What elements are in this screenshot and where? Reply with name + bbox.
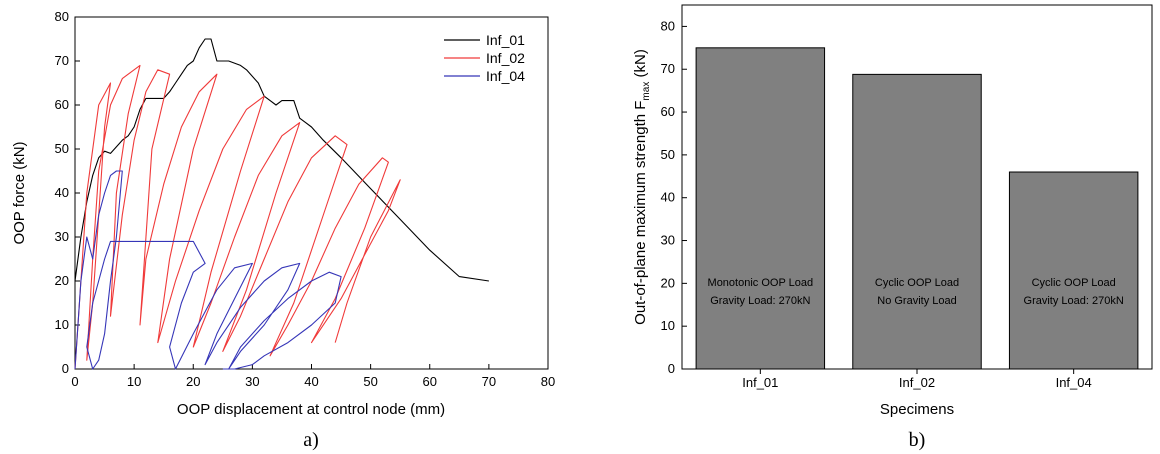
chart-b-ytick-label: 20 bbox=[661, 275, 675, 290]
chart-b-bars: Monotonic OOP Load Gravity Load: 270kN Cyc… bbox=[695, 47, 1139, 370]
chart-b-bar-inf-02 bbox=[852, 73, 982, 370]
chart-b-ylabel-main: Out-of-plane maximum strength F bbox=[632, 101, 649, 325]
chart-b-xtick-label: Inf_04 bbox=[1056, 375, 1092, 390]
chart-b-ylabel-sub: max bbox=[641, 82, 652, 101]
chart-a-series-line-inf-04 bbox=[74, 170, 342, 370]
chart-a-panel-label: a) bbox=[303, 429, 319, 451]
chart-a-ytick-label: 40 bbox=[55, 185, 69, 200]
chart-b-bar-annotation: Cyclic OOP Load bbox=[1032, 277, 1116, 289]
chart-b-ytick-label: 0 bbox=[668, 361, 675, 376]
chart-a-xtick-label: 10 bbox=[127, 374, 141, 389]
chart-b-xtick-label: Inf_02 bbox=[899, 375, 935, 390]
chart-a-xtick-label: 20 bbox=[186, 374, 200, 389]
chart-a-xlabel: OOP displacement at control node (mm) bbox=[177, 401, 445, 418]
chart-a-ytick-label: 70 bbox=[55, 53, 69, 68]
chart-b-xtick-label: Inf_01 bbox=[742, 375, 778, 390]
chart-a-ytick-label: 20 bbox=[55, 273, 69, 288]
chart-b-panel-label: b) bbox=[909, 429, 926, 451]
chart-a-xtick-label: 60 bbox=[423, 374, 437, 389]
chart-b-ticks: 0 10 20 30 40 50 60 70 80 Inf_01 Inf_02 Inf_04 bbox=[661, 18, 1092, 390]
chart-a-ytick-label: 50 bbox=[55, 141, 69, 156]
chart-a-ytick-label: 0 bbox=[62, 361, 69, 376]
chart-a-ytick-label: 60 bbox=[55, 97, 69, 112]
chart-a-series-line-inf-02 bbox=[74, 64, 401, 370]
chart-a: 0 10 20 30 40 50 60 70 80 0 10 20 30 40 50 60 70 80 Inf_0… bbox=[11, 9, 555, 451]
chart-a-series bbox=[74, 38, 489, 370]
chart-b-ytick-label: 70 bbox=[661, 61, 675, 76]
chart-b-ylabel: Out-of-plane maximum strength Fmax (kN) bbox=[632, 49, 652, 325]
chart-a-legend: Inf_01 Inf_02 Inf_04 bbox=[444, 32, 525, 84]
chart-a-ticks: 0 10 20 30 40 50 60 70 80 0 10 20 30 40 50 60 70 80 bbox=[55, 9, 556, 389]
chart-a-legend-label: Inf_04 bbox=[486, 68, 525, 84]
chart-b-bar-annotation: Gravity Load: 270kN bbox=[1024, 295, 1124, 307]
chart-a-ytick-label: 10 bbox=[55, 317, 69, 332]
chart-a-ylabel: OOP force (kN) bbox=[11, 141, 28, 244]
chart-b-ytick-label: 40 bbox=[661, 190, 675, 205]
chart-b-ylabel-unit: (kN) bbox=[632, 49, 649, 82]
chart-b-bar-inf-01 bbox=[695, 47, 826, 370]
chart-b-ytick-label: 50 bbox=[661, 147, 675, 162]
chart-a-xtick-label: 50 bbox=[363, 374, 377, 389]
chart-a-xtick-label: 70 bbox=[482, 374, 496, 389]
chart-b-bar-annotation: Monotonic OOP Load bbox=[708, 277, 814, 289]
chart-a-xtick-label: 30 bbox=[245, 374, 259, 389]
chart-b-bar-inf-04 bbox=[1008, 171, 1139, 370]
chart-b: 0 10 20 30 40 50 60 70 80 Inf_01 Inf_02 Inf_04 Mono… bbox=[632, 4, 1153, 451]
chart-b-bar-annotation: Cyclic OOP Load bbox=[875, 277, 959, 289]
chart-a-legend-label: Inf_01 bbox=[486, 32, 525, 48]
chart-a-legend-label: Inf_02 bbox=[486, 50, 525, 66]
chart-a-plot-frame bbox=[74, 16, 549, 370]
chart-b-xlabel: Specimens bbox=[880, 401, 954, 418]
chart-b-ytick-label: 60 bbox=[661, 104, 675, 119]
chart-b-ytick-label: 30 bbox=[661, 233, 675, 248]
chart-b-ytick-label: 10 bbox=[661, 318, 675, 333]
chart-a-xtick-label: 0 bbox=[71, 374, 78, 389]
chart-a-xtick-label: 40 bbox=[304, 374, 318, 389]
chart-b-bar-annotation: Gravity Load: 270kN bbox=[710, 295, 810, 307]
chart-a-xtick-label: 80 bbox=[541, 374, 555, 389]
chart-a-ytick-label: 30 bbox=[55, 229, 69, 244]
chart-b-ytick-label: 80 bbox=[661, 18, 675, 33]
chart-a-ytick-label: 80 bbox=[55, 9, 69, 24]
chart-b-bar-annotation: No Gravity Load bbox=[877, 295, 956, 307]
chart-a-series-line-inf-01 bbox=[74, 38, 489, 282]
